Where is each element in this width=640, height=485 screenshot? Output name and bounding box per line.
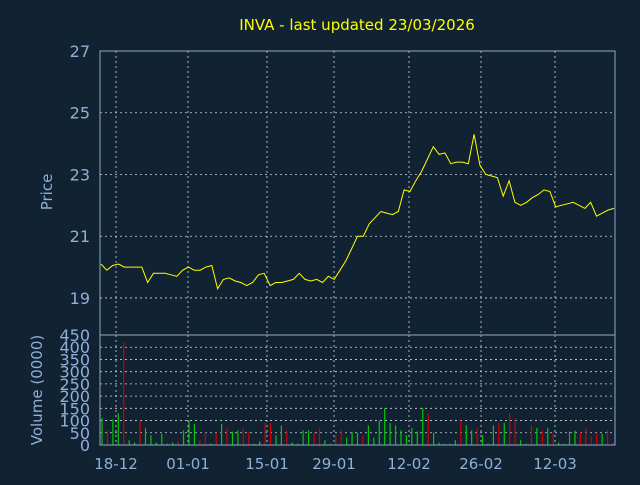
price-tick-label: 23 [70,165,90,184]
x-tick-label: 15-01 [245,455,289,473]
x-tick-label: 29-01 [312,455,356,473]
volume-tick-label: 400 [59,338,90,357]
volume-tick-label: 0 [80,436,90,455]
price-line [100,134,615,290]
x-tick-label: 12-02 [387,455,431,473]
price-series [100,134,615,290]
price-tick-label: 25 [70,104,90,123]
price-tick-label: 19 [70,289,90,308]
volume-tick-label: 450 [59,326,90,345]
chart-title: INVA - last updated 23/03/2026 [239,16,475,34]
volume-tick-label: 300 [59,363,90,382]
volume-grid [100,334,615,446]
price-tick-label: 27 [70,42,90,61]
price-tick-label: 21 [70,227,90,246]
volume-bars [101,342,614,445]
volume-panel-frame [99,334,616,446]
x-tick-label: 01-01 [166,455,210,473]
volume-axis-label: Volume (0000) [28,335,46,445]
volume-tick-label: 350 [59,350,90,369]
axis-tick-labels: 27 25 23 21 19 45040035030025020015010050018-… [59,42,576,473]
panel-frames [99,50,616,446]
volume-tick-label: 150 [59,399,90,418]
volume-tick-label: 250 [59,375,90,394]
volume-tick-label: 100 [59,412,90,431]
x-tick-label: 26-02 [459,455,503,473]
x-tick-label: 18-12 [94,455,138,473]
volume-tick-label: 200 [59,387,90,406]
price-grid [100,50,615,335]
price-axis-label: Price [38,174,56,211]
x-tick-label: 12-03 [533,455,577,473]
volume-tick-label: 50 [70,424,90,443]
price-panel-frame [99,50,616,336]
